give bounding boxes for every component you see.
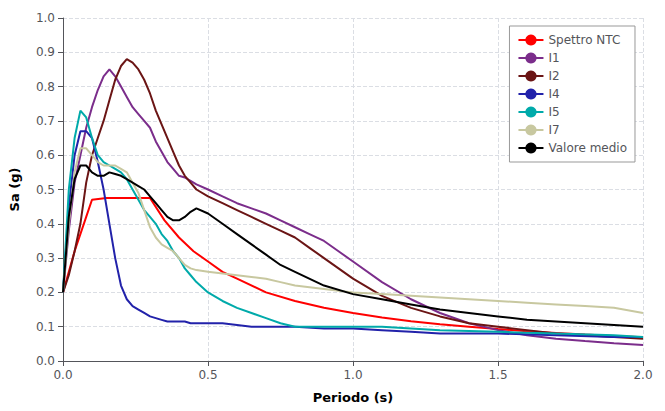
svg-text:Sa (g): Sa (g) [7,168,22,212]
svg-text:1.0: 1.0 [343,368,362,382]
svg-text:I5: I5 [548,105,559,119]
svg-text:I7: I7 [548,123,559,137]
svg-text:0.3: 0.3 [36,251,55,265]
svg-text:Spettro NTC: Spettro NTC [548,33,620,47]
svg-text:0.4: 0.4 [36,217,55,231]
svg-text:0.2: 0.2 [36,285,55,299]
svg-text:0.1: 0.1 [36,320,55,334]
svg-text:Valore medio: Valore medio [548,141,627,155]
svg-text:0.5: 0.5 [36,183,55,197]
svg-text:0.5: 0.5 [198,368,217,382]
svg-text:I2: I2 [548,69,559,83]
svg-text:0.7: 0.7 [36,114,55,128]
svg-text:2.0: 2.0 [633,368,652,382]
svg-text:I4: I4 [548,87,559,101]
svg-text:0.8: 0.8 [36,80,55,94]
svg-text:0.0: 0.0 [53,368,72,382]
svg-text:0.9: 0.9 [36,45,55,59]
svg-text:I1: I1 [548,51,559,65]
svg-text:Periodo (s): Periodo (s) [313,390,394,405]
svg-text:1.0: 1.0 [36,11,55,25]
svg-text:0.0: 0.0 [36,354,55,368]
svg-text:1.5: 1.5 [488,368,507,382]
svg-text:0.6: 0.6 [36,148,55,162]
